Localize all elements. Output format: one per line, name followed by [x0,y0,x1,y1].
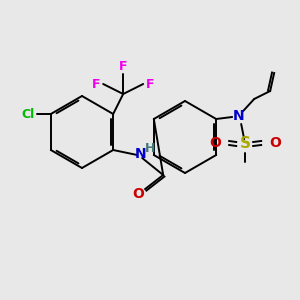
Text: F: F [146,77,154,91]
Text: Cl: Cl [21,107,34,121]
Text: N: N [134,147,146,161]
Text: N: N [232,109,244,123]
Text: F: F [119,61,128,74]
Text: O: O [209,136,221,150]
Text: O: O [269,136,281,150]
Text: S: S [240,136,251,152]
Text: F: F [92,77,100,91]
Text: H: H [145,142,155,154]
Text: O: O [132,187,144,201]
